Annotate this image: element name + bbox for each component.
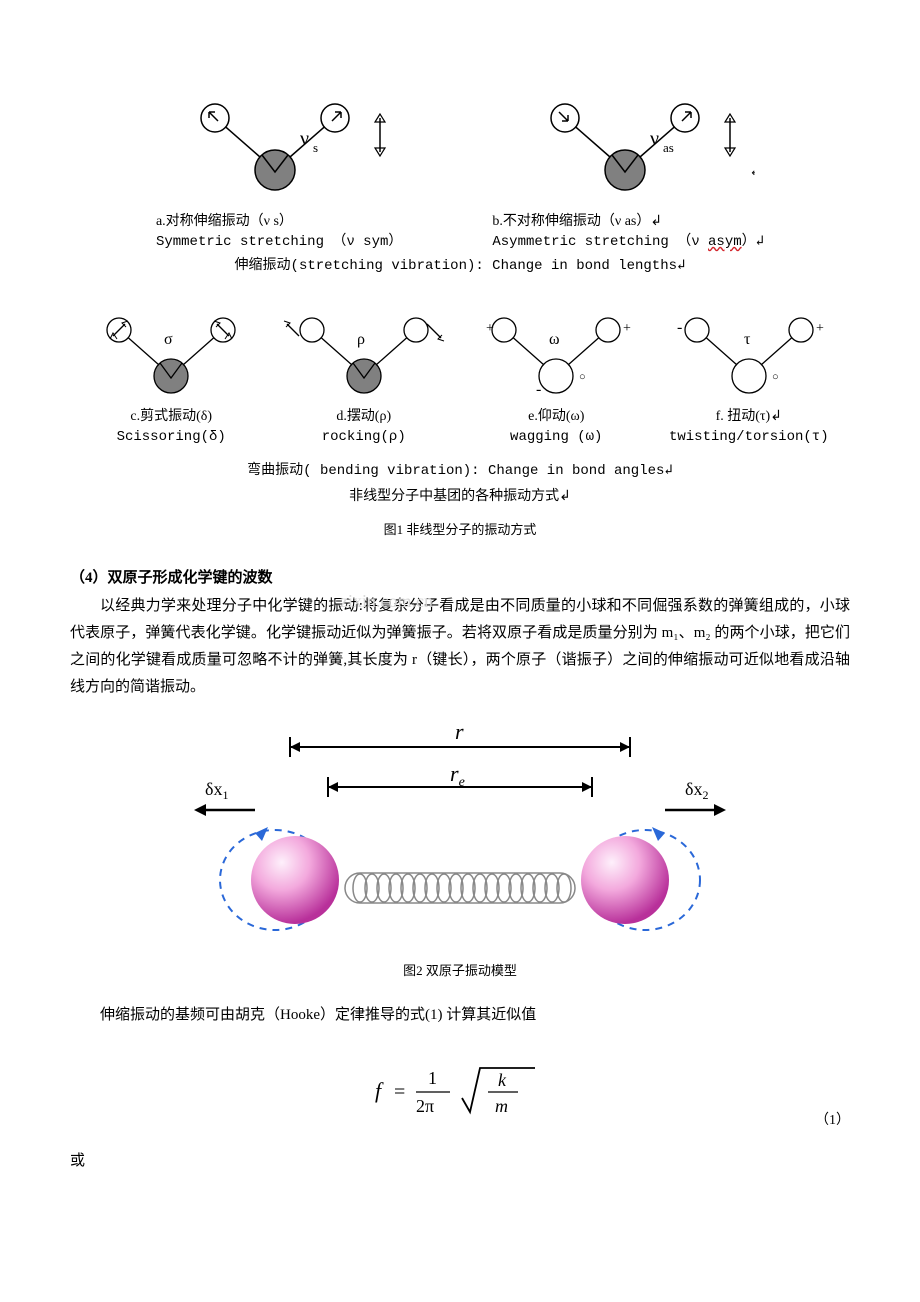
wag-svg: + + - ○ ω xyxy=(471,314,641,399)
svg-text:↲: ↲ xyxy=(750,166,755,178)
fig1-caption: 图1 非线型分子的振动方式 xyxy=(70,519,850,538)
asym-en-label: Asymmetric stretching （ν asym）↲ xyxy=(492,230,764,250)
svg-text:2π: 2π xyxy=(416,1096,434,1116)
scissor-en: Scissoring(δ) xyxy=(117,429,226,445)
svg-text:○: ○ xyxy=(772,371,779,383)
svg-text:ρ: ρ xyxy=(357,331,365,348)
sym-label-col: a.对称伸缩振动（ν s） Symmetric stretching （ν sy… xyxy=(156,210,402,250)
scissor-cn: c.剪式振动(δ) xyxy=(130,405,212,425)
svg-text:ν: ν xyxy=(650,128,659,150)
svg-text:m: m xyxy=(495,1096,508,1116)
sym-stretch-svg: ν s xyxy=(165,100,405,200)
rock-cn: d.摆动(ρ) xyxy=(336,405,391,425)
section4-heading: （4）双原子形成化学键的波数 xyxy=(70,566,850,587)
svg-text:+: + xyxy=(486,321,494,336)
wag-diagram: + + - ○ ω e.仰动(ω) wagging (ω) xyxy=(465,314,647,445)
scissor-svg: σ xyxy=(86,314,256,399)
twist-diagram: - + ○ τ f. 扭动(τ)↲ twisting/torsion(τ) xyxy=(658,314,840,445)
hooke-intro-text: 伸缩振动的基频可由胡克（Hooke）定律推导的式(1) 计算其近似值 xyxy=(70,1003,850,1024)
bend-row: σ c.剪式振动(δ) Scissoring(δ) ρ d.摆动(ρ) xyxy=(70,314,850,445)
svg-text:+: + xyxy=(623,321,631,336)
stretch-labels: a.对称伸缩振动（ν s） Symmetric stretching （ν sy… xyxy=(70,210,850,250)
rock-svg: ρ xyxy=(279,314,449,399)
symmetric-stretch-diagram: ν s xyxy=(165,100,405,200)
r-label: r xyxy=(455,719,464,744)
asym-stretch-svg: ν as ↲ xyxy=(515,100,755,200)
equation-svg: f = 1 2π k m xyxy=(370,1054,550,1124)
svg-text:○: ○ xyxy=(579,371,586,383)
twist-svg: - + ○ τ xyxy=(664,314,834,399)
dx2-label: δx2 xyxy=(685,779,708,802)
or-text: 或 xyxy=(70,1149,850,1170)
fig2-caption: 图2 双原子振动模型 xyxy=(70,960,850,979)
bend-description: 弯曲振动( bending vibration): Change in bond… xyxy=(70,459,850,479)
svg-text:+: + xyxy=(816,321,824,336)
wag-cn: e.仰动(ω) xyxy=(528,405,584,425)
svg-text:ν: ν xyxy=(300,128,309,150)
fig1-group-title: 非线型分子中基团的各种振动方式↲ xyxy=(70,485,850,505)
section4-body: 以经典力学来处理分子中化学键的振动:将复杂分子看成是由不同质量的小球和不同倔强系… xyxy=(70,593,850,701)
rock-diagram: ρ d.摆动(ρ) rocking(ρ) xyxy=(273,314,455,445)
stretch-row: ν s ν as xyxy=(70,100,850,200)
dx1-label: δx1 xyxy=(205,779,228,802)
wag-en: wagging (ω) xyxy=(510,429,602,445)
twist-cn: f. 扭动(τ)↲ xyxy=(716,405,782,425)
re-label: re xyxy=(450,761,465,790)
figure-2: r re δx1 δx2 xyxy=(70,715,850,979)
svg-text:τ: τ xyxy=(744,331,751,348)
scissor-diagram: σ c.剪式振动(δ) Scissoring(δ) xyxy=(80,314,262,445)
figure-1: ν s ν as xyxy=(70,100,850,538)
stretch-description: 伸缩振动(stretching vibration): Change in bo… xyxy=(70,254,850,274)
asymmetric-stretch-diagram: ν as ↲ xyxy=(515,100,755,200)
sym-cn-label: a.对称伸缩振动（ν s） xyxy=(156,210,402,230)
svg-text:f: f xyxy=(375,1078,384,1103)
svg-text:ω: ω xyxy=(549,331,560,348)
equation-1: f = 1 2π k m （1） xyxy=(70,1054,850,1129)
svg-text:1: 1 xyxy=(428,1068,437,1088)
svg-text:k: k xyxy=(498,1070,507,1090)
svg-text:-: - xyxy=(677,319,682,336)
rock-en: rocking(ρ) xyxy=(322,429,406,445)
section4-body-wrap: 以经典力学来处理分子中化学键的振动:将复杂分子看成是由不同质量的小球和不同倔强系… xyxy=(70,593,850,701)
svg-text:-: - xyxy=(536,381,541,398)
sym-en-label: Symmetric stretching （ν sym） xyxy=(156,230,402,250)
asym-label-col: b.不对称伸缩振动（ν as）↲ Asymmetric stretching （… xyxy=(492,210,764,250)
asym-cn-label: b.不对称伸缩振动（ν as）↲ xyxy=(492,210,764,230)
twist-en: twisting/torsion(τ) xyxy=(669,429,829,445)
svg-text:as: as xyxy=(663,140,674,155)
spring-model-svg: r re δx1 δx2 xyxy=(180,715,740,945)
svg-text:s: s xyxy=(313,140,318,155)
svg-text:σ: σ xyxy=(164,331,173,348)
svg-text:=: = xyxy=(394,1081,405,1103)
equation-number: （1） xyxy=(815,1109,850,1129)
